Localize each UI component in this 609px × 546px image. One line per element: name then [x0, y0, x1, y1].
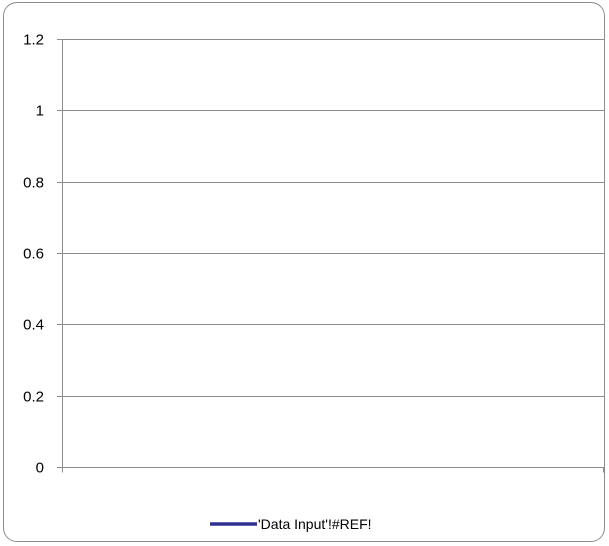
y-axis-tick-labels: 0 0.2 0.4 0.6 0.8 1 1.2: [23, 32, 44, 477]
gridlines: [62, 39, 604, 397]
y-tick-label: 0.2: [23, 389, 44, 406]
y-tick-label: 1.2: [23, 32, 44, 49]
y-tick-label: 0.6: [23, 246, 44, 263]
y-tick-label: 0: [36, 460, 44, 477]
legend: 'Data Input'!#REF!: [210, 516, 372, 532]
chart-area: [3, 2, 605, 542]
y-tick-label: 1: [36, 103, 44, 120]
y-tick-label: 0.4: [23, 317, 44, 334]
axes: [57, 39, 604, 473]
legend-label: 'Data Input'!#REF!: [258, 516, 372, 532]
y-tick-label: 0.8: [23, 175, 44, 192]
